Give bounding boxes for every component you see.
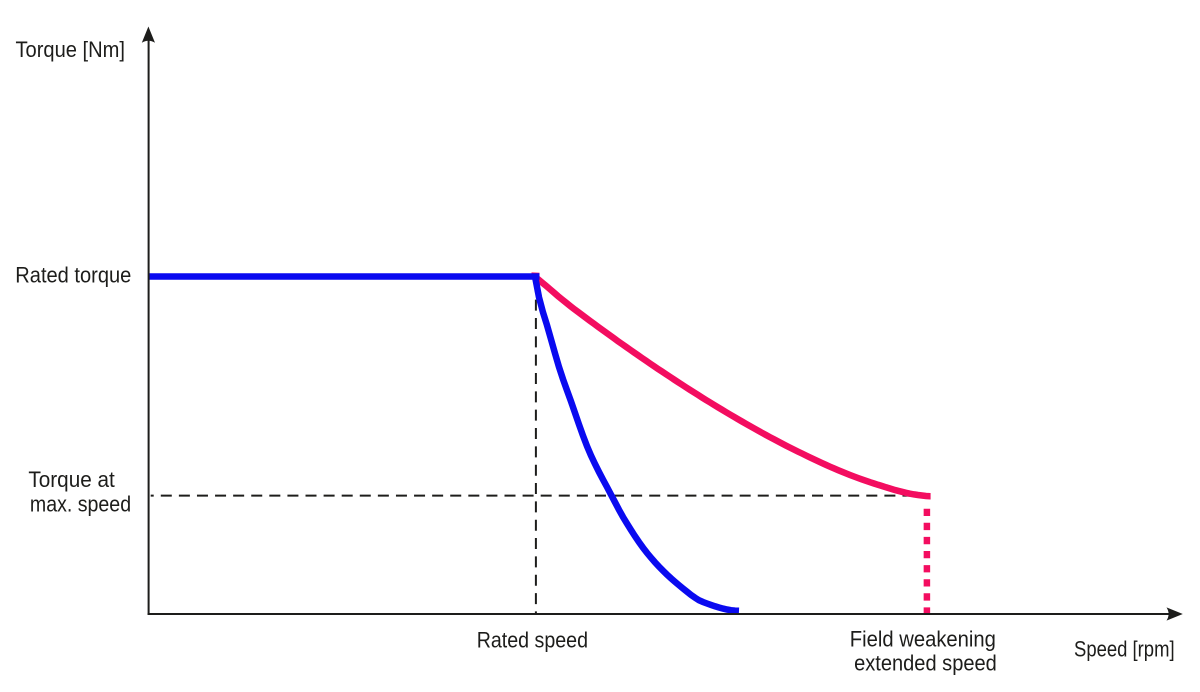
svg-text:Torque [Nm]: Torque [Nm]: [16, 37, 126, 62]
svg-text:Speed [rpm]: Speed [rpm]: [1074, 636, 1175, 661]
svg-text:Rated torque: Rated torque: [15, 262, 131, 287]
svg-text:extended speed: extended speed: [854, 651, 997, 676]
svg-text:max. speed: max. speed: [30, 492, 131, 517]
svg-text:Torque at: Torque at: [28, 467, 114, 492]
svg-text:Rated speed: Rated speed: [477, 627, 588, 652]
svg-text:Field weakening: Field weakening: [850, 626, 996, 651]
